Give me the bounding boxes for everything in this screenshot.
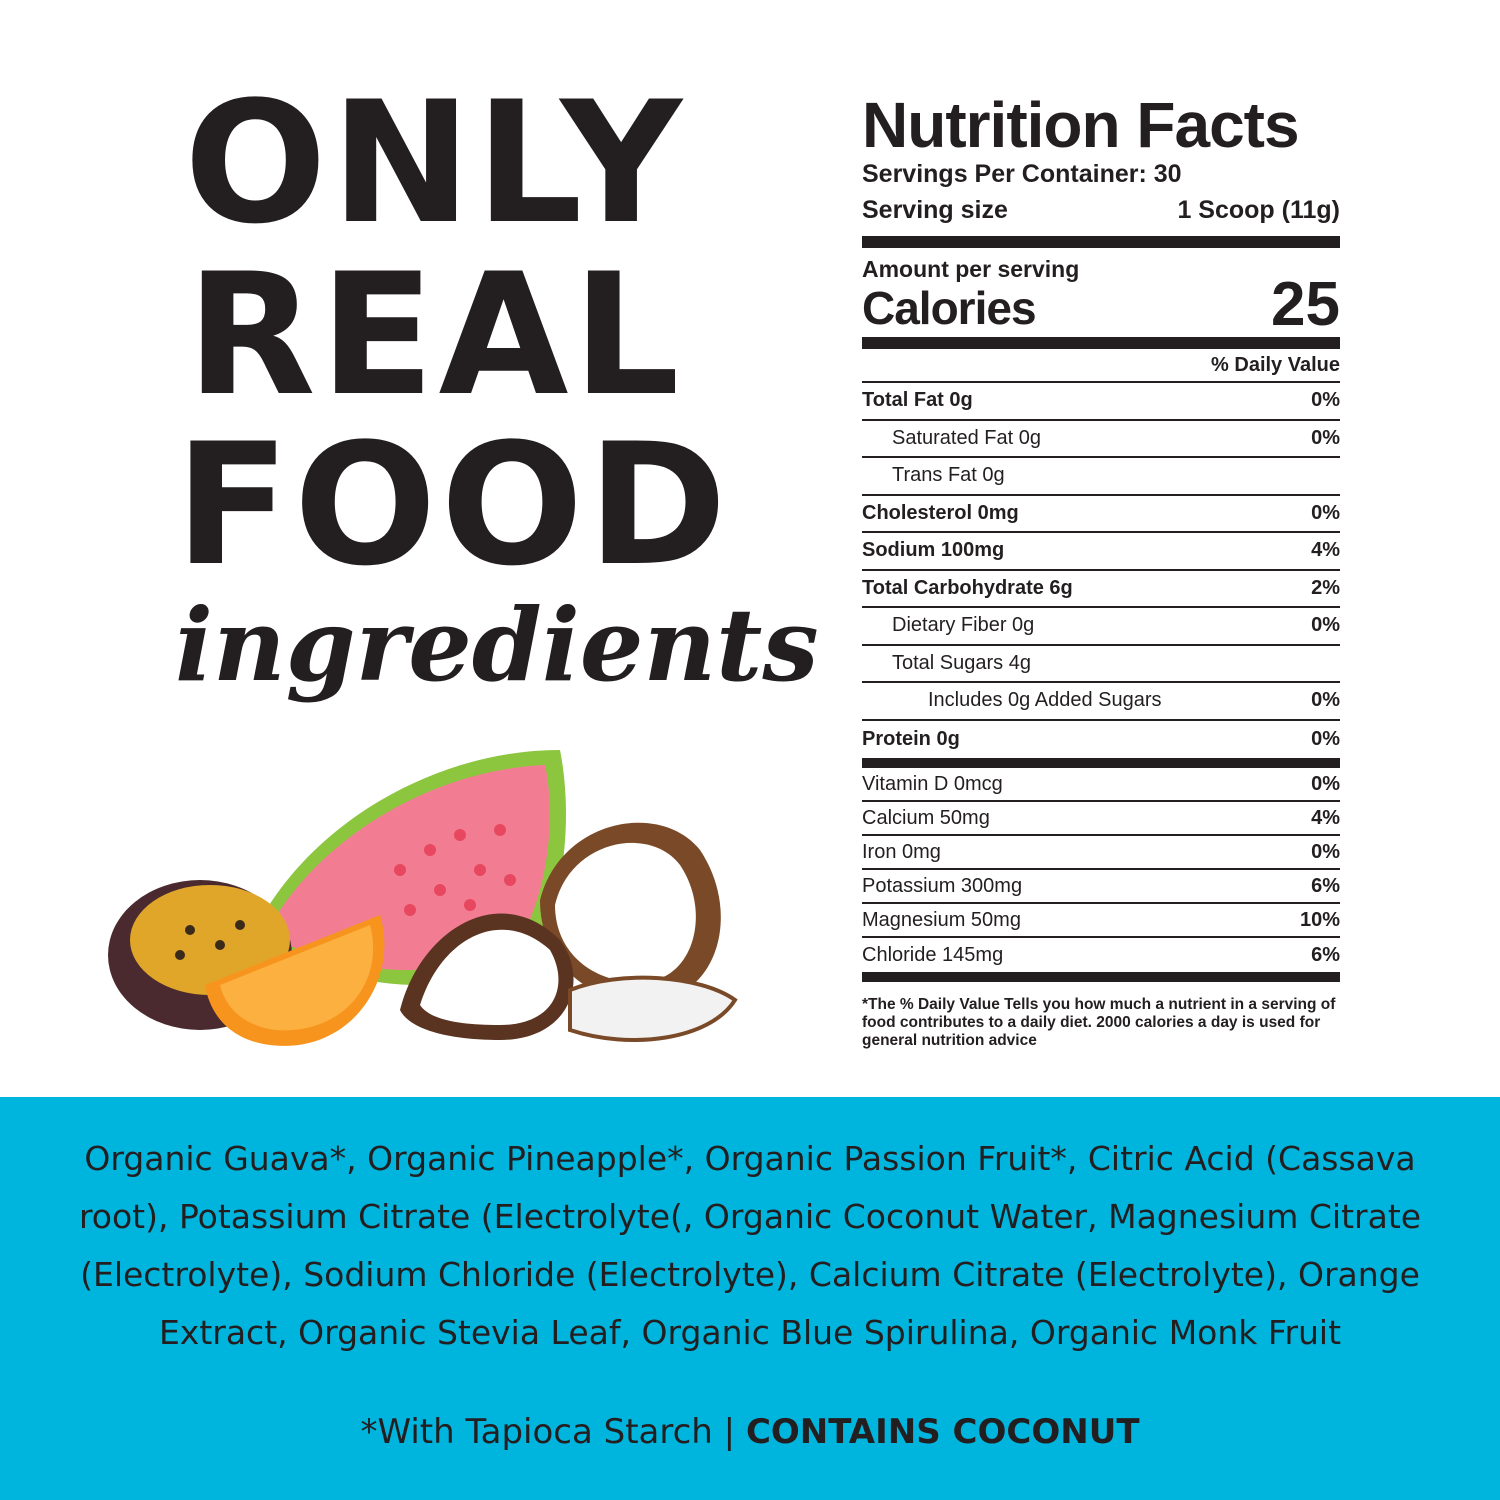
thick-divider — [862, 236, 1340, 248]
nutrient-label: Dietary Fiber 0g — [892, 614, 1035, 637]
nutrient-row: Protein 0g 0% — [862, 721, 1340, 759]
orange-slice-image — [205, 915, 385, 1046]
nutrient-label: Sodium 100mg — [862, 539, 1005, 562]
nutrient-row: Cholesterol 0mg 0% — [862, 496, 1340, 533]
nutrient-pct: 0% — [1311, 689, 1340, 712]
nutrient-row: Total Sugars 4g — [862, 646, 1340, 683]
nutrient-pct: 0% — [1311, 389, 1340, 412]
mineral-label: Vitamin D 0mcg — [862, 772, 1003, 795]
daily-value-header: % Daily Value — [862, 349, 1340, 383]
nutrient-label: Trans Fat 0g — [892, 464, 1005, 487]
nutrient-pct: 0% — [1311, 426, 1340, 449]
mineral-label: Magnesium 50mg — [862, 908, 1021, 931]
calories-label: Calories — [862, 282, 1037, 334]
nutrient-label: Total Sugars 4g — [892, 651, 1031, 674]
nutrient-row: Sodium 100mg 4% — [862, 533, 1340, 571]
nutrient-row: Total Carbohydrate 6g 2% — [862, 571, 1340, 608]
headline-real: REAL — [186, 237, 684, 433]
mineral-label: Iron 0mg — [862, 840, 941, 863]
mineral-pct: 4% — [1311, 806, 1340, 829]
mineral-row: Chloride 145mg 6% — [862, 938, 1340, 972]
mineral-label: Chloride 145mg — [862, 943, 1004, 966]
nutrient-row: Total Fat 0g 0% — [862, 383, 1340, 421]
allergen-line: *With Tapioca Starch | CONTAINS COCONUT — [0, 1412, 1500, 1452]
calories-value: 25 — [1271, 270, 1340, 339]
servings-per-container: Servings Per Container: 30 — [862, 156, 1340, 192]
allergen-warning: CONTAINS COCONUT — [745, 1412, 1140, 1452]
nutrient-row: Saturated Fat 0g 0% — [862, 421, 1340, 458]
headline-only: ONLY — [184, 65, 686, 261]
mineral-row: Vitamin D 0mcg 0% — [862, 768, 1340, 802]
thick-divider — [862, 337, 1340, 349]
thick-divider — [862, 758, 1340, 768]
calories-row: Calories 25 — [862, 270, 1340, 339]
mineral-row: Calcium 50mg 4% — [862, 802, 1340, 836]
nutrient-label: Protein 0g — [862, 727, 960, 750]
serving-size-row: Serving size 1 Scoop (11g) — [862, 192, 1340, 228]
fruit-illustration — [108, 750, 738, 1046]
serving-size-value: 1 Scoop (11g) — [1177, 196, 1340, 224]
ingredients-band — [0, 1097, 1500, 1500]
mineral-row: Potassium 300mg 6% — [862, 870, 1340, 904]
nutrient-label: Includes 0g Added Sugars — [928, 689, 1162, 712]
mineral-pct: 0% — [1311, 840, 1340, 863]
mineral-row: Magnesium 50mg 10% — [862, 904, 1340, 938]
nutrient-label: Saturated Fat 0g — [892, 426, 1041, 449]
headline-ingredients: ingredients — [175, 586, 819, 704]
amount-per-serving: Amount per serving — [862, 256, 1080, 282]
nutrition-facts-panel: Nutrition Facts Servings Per Container: … — [862, 90, 1340, 1050]
mineral-pct: 6% — [1311, 943, 1340, 966]
daily-value-footnote: *The % Daily Value Tells you how much a … — [862, 996, 1336, 1049]
nutrient-row: Includes 0g Added Sugars 0% — [862, 683, 1340, 721]
nutrient-pct: 2% — [1311, 576, 1340, 599]
ingredients-list: Organic Guava*, Organic Pineapple*, Orga… — [78, 1139, 1422, 1352]
mineral-pct: 10% — [1299, 908, 1340, 931]
mineral-pct: 0% — [1311, 772, 1340, 795]
nutrient-row: Trans Fat 0g — [862, 458, 1340, 496]
nutrition-title: Nutrition Facts — [862, 89, 1300, 161]
nutrient-pct: 0% — [1311, 501, 1340, 524]
coconut-image — [400, 822, 738, 1042]
nutrient-label: Total Carbohydrate 6g — [862, 576, 1073, 599]
nutrient-label: Total Fat 0g — [862, 389, 973, 412]
nutrient-label: Cholesterol 0mg — [862, 501, 1019, 524]
nutrient-pct: 0% — [1311, 727, 1340, 750]
headline-food: FOOD — [175, 407, 731, 603]
nutrient-row: Dietary Fiber 0g 0% — [862, 608, 1340, 646]
servings-text: Servings Per Container: 30 — [862, 160, 1182, 188]
mineral-row: Iron 0mg 0% — [862, 836, 1340, 870]
mineral-label: Potassium 300mg — [862, 874, 1023, 897]
serving-size-label: Serving size — [862, 196, 1008, 224]
mineral-label: Calcium 50mg — [862, 806, 990, 829]
nutrient-pct: 0% — [1311, 614, 1340, 637]
tapioca-note: *With Tapioca Starch | — [360, 1412, 746, 1452]
nutrient-pct: 4% — [1311, 539, 1340, 562]
mineral-pct: 6% — [1311, 874, 1340, 897]
thick-divider — [862, 972, 1340, 982]
